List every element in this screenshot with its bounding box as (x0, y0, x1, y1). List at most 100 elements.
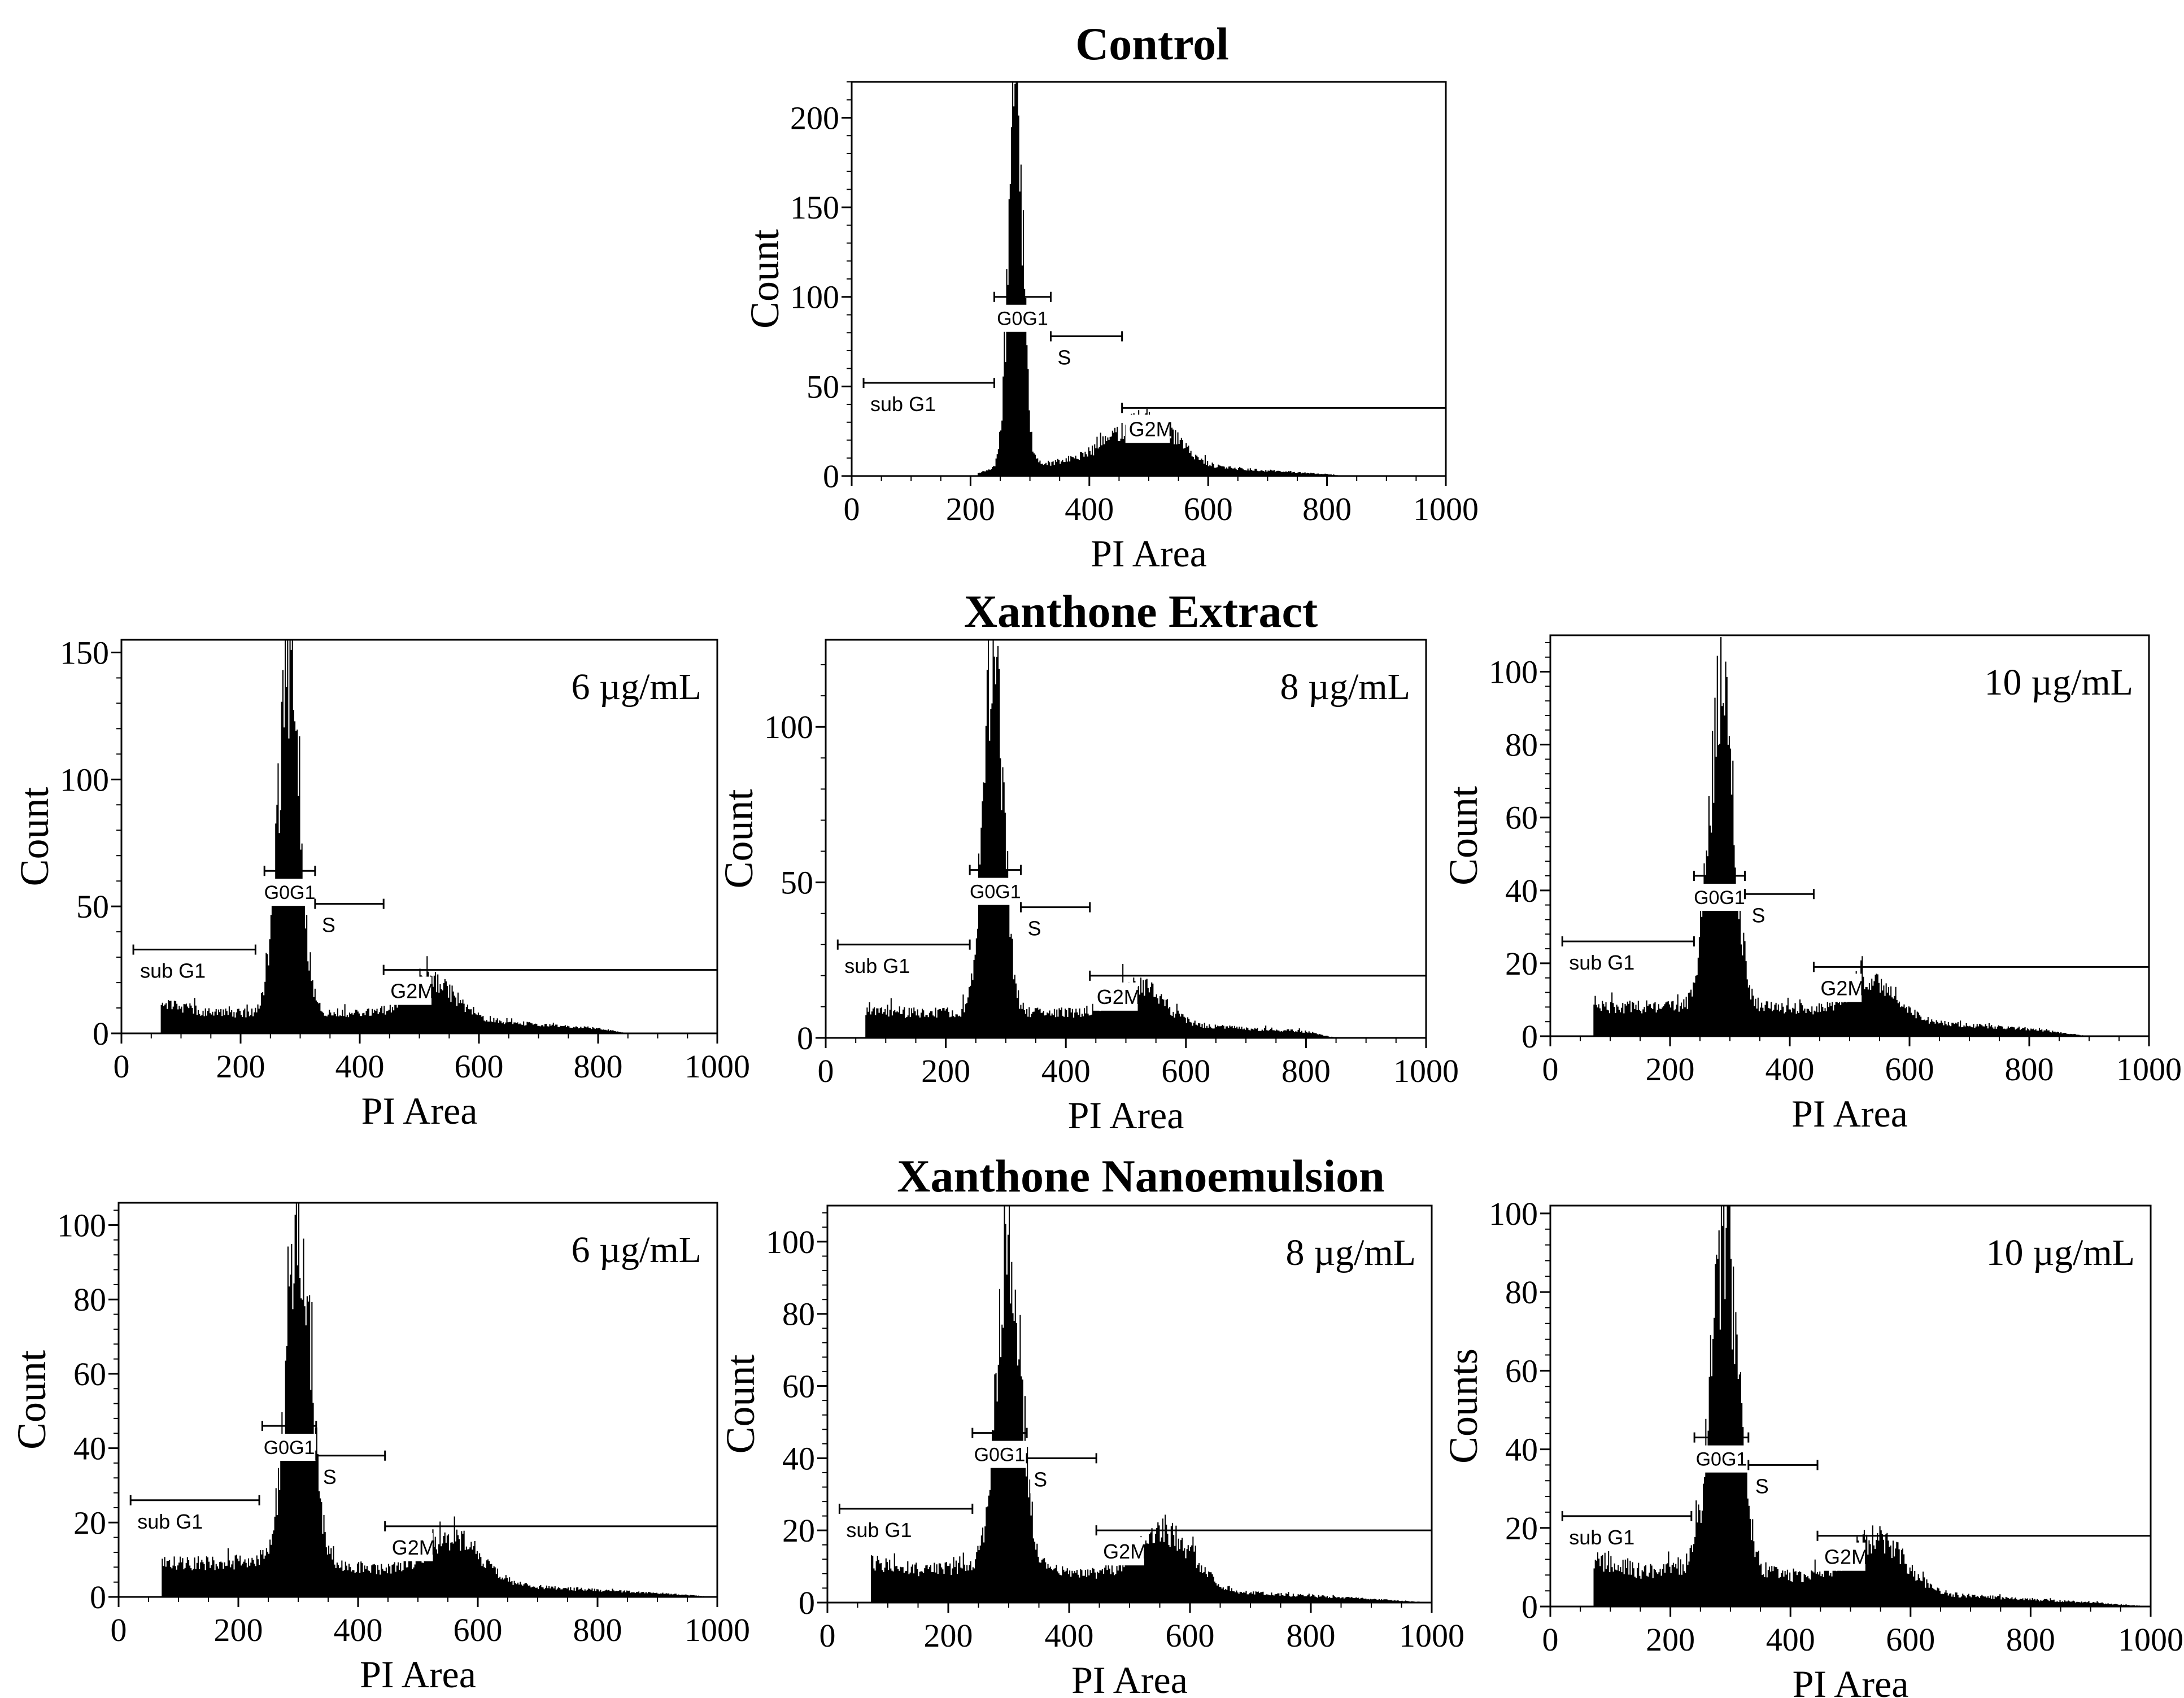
y-tick-label: 100 (764, 709, 813, 745)
gate-line (1049, 331, 1123, 342)
gate-g0g1: G0G1 (261, 1421, 317, 1461)
gate-label: G0G1 (264, 1437, 315, 1459)
x-tick-label: 400 (1065, 491, 1114, 527)
gate-line (838, 1503, 974, 1514)
gate-g0g1: G0G1 (1692, 871, 1747, 911)
x-tick-label: 200 (1646, 1051, 1695, 1088)
x-axis-label: PI Area (1793, 1662, 1909, 1698)
gate-label: S (1755, 1474, 1769, 1498)
y-tick-label: 20 (1505, 1510, 1538, 1547)
y-tick-label: 80 (1505, 727, 1538, 763)
y-tick-label: 0 (799, 1584, 815, 1621)
x-tick-label: 1000 (2118, 1621, 2183, 1658)
y-tick-label: 80 (782, 1296, 815, 1333)
x-tick-label: 800 (2006, 1621, 2055, 1658)
x-tick-label: 600 (1161, 1053, 1210, 1089)
concentration-label: 8 µg/mL (1280, 666, 1410, 708)
y-tick-label: 50 (807, 368, 839, 405)
x-axis-label: PI Area (1068, 1094, 1184, 1137)
gate-label: G2M (1129, 417, 1173, 440)
gate-line (1026, 1453, 1097, 1464)
gate-sub-g1: sub G1 (132, 944, 256, 985)
gate-line (1693, 1432, 1750, 1443)
y-tick-label: 150 (790, 189, 839, 226)
x-axis-label: PI Area (361, 1089, 478, 1132)
histogram-panel-extract-10: 0 200 400 600 800 1000 0 20 40 60 80 100 PI Area Coun… (1441, 634, 2182, 1135)
gate-line (263, 866, 316, 876)
x-tick-label: 1000 (1399, 1617, 1464, 1654)
gate-s: S (314, 898, 385, 939)
gate-label-background (867, 390, 948, 418)
y-tick-label: 100 (60, 761, 109, 798)
x-tick-label: 0 (818, 1053, 834, 1089)
x-tick-label: 0 (1542, 1051, 1559, 1088)
gate-line (261, 1421, 317, 1431)
x-tick-label: 800 (573, 1612, 622, 1648)
x-tick-label: 1000 (1413, 491, 1479, 527)
gate-label: S (1752, 903, 1765, 927)
x-tick-label: 400 (334, 1612, 383, 1648)
gate-line (314, 898, 385, 909)
y-tick-label: 0 (797, 1020, 813, 1057)
y-tick-label: 40 (1505, 1431, 1538, 1468)
x-tick-label: 200 (216, 1048, 265, 1085)
gate-sub-g1: sub G1 (1561, 936, 1695, 977)
x-tick-label: 0 (114, 1048, 130, 1085)
gate-s: S (1019, 902, 1091, 942)
gate-line (993, 291, 1052, 302)
y-axis-label: Count (718, 1354, 763, 1453)
y-tick-label: 40 (73, 1430, 106, 1467)
histogram-bars (827, 1206, 1432, 1603)
gate-label-background (1100, 1537, 1144, 1566)
histogram-bars (1550, 637, 2149, 1036)
x-tick-label: 1000 (2116, 1051, 2182, 1088)
gate-g0g1: G0G1 (971, 1428, 1028, 1468)
x-tick-label: 400 (335, 1048, 385, 1085)
gate-label: S (322, 914, 335, 937)
gate-line (1019, 902, 1091, 913)
gate-label: G0G1 (1694, 887, 1745, 909)
gate-g2m: G2M (1812, 962, 2150, 1002)
title-control: Control (1075, 18, 1229, 69)
gate-label-background (843, 1515, 924, 1544)
x-tick-label: 800 (1281, 1053, 1331, 1089)
gate-label-background (1024, 914, 1047, 942)
y-axis-label: Count (742, 229, 787, 329)
y-tick-label: 100 (1489, 654, 1538, 691)
gate-s: S (1747, 1460, 1819, 1500)
title-xanthone-extract: Xanthone Extract (964, 586, 1318, 637)
y-tick-label: 100 (1489, 1195, 1538, 1232)
y-tick-label: 100 (766, 1224, 815, 1260)
y-tick-label: 0 (93, 1015, 109, 1052)
gate-label: G0G1 (1696, 1449, 1747, 1470)
gate-line (132, 944, 256, 955)
x-tick-label: 200 (924, 1617, 973, 1654)
y-tick-label: 100 (790, 279, 839, 316)
gate-label: sub G1 (870, 392, 936, 416)
gate-label: G2M (1103, 1540, 1147, 1563)
gate-label: G2M (1824, 1546, 1868, 1569)
gate-label-background (137, 956, 218, 985)
gate-line (971, 1428, 1028, 1438)
gate-label-background (1817, 974, 1862, 1002)
gate-s: S (1744, 889, 1815, 929)
x-tick-label: 800 (1287, 1617, 1336, 1654)
x-tick-label: 400 (1041, 1053, 1091, 1089)
gate-line (862, 378, 995, 389)
gate-g0g1: G0G1 (263, 866, 317, 906)
y-tick-label: 20 (73, 1504, 106, 1541)
x-tick-label: 800 (2005, 1051, 2054, 1088)
gate-label: S (1027, 917, 1041, 940)
gate-label: G0G1 (997, 308, 1048, 330)
gate-line (1561, 1511, 1693, 1521)
y-tick-label: 0 (823, 458, 839, 495)
y-axis-label: Count (9, 1350, 54, 1450)
y-tick-label: 0 (1522, 1588, 1538, 1625)
gate-line (1747, 1460, 1819, 1470)
gate-label-background (1694, 1445, 1749, 1473)
gate-label-background (388, 1533, 433, 1561)
y-tick-label: 80 (1505, 1274, 1538, 1311)
gate-label-background (1566, 948, 1647, 977)
gate-g0g1: G0G1 (968, 865, 1023, 905)
